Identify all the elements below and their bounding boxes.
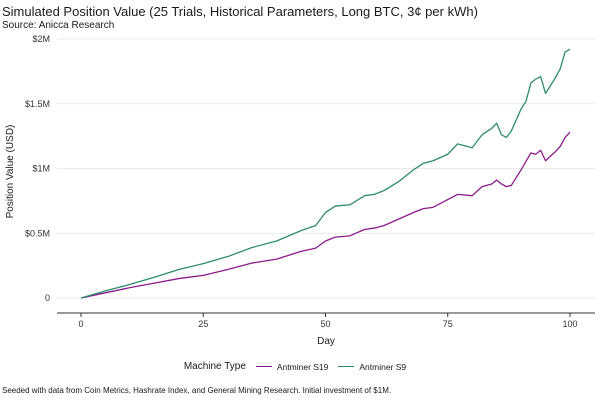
legend-item-s19: Antminer S19 (255, 361, 329, 372)
legend-label-s19: Antminer S19 (276, 361, 329, 372)
legend-swatch-s9 (338, 366, 355, 367)
y-tick-label: $1M (32, 164, 50, 174)
y-axis-label: Position Value (USD) (5, 125, 16, 219)
chart-caption: Seeded with data from Coin Metrics, Hash… (2, 386, 392, 395)
y-tick-label: $1.5M (25, 99, 50, 109)
legend-item-s9: Antminer S9 (338, 362, 406, 372)
legend-label-s9: Antminer S9 (359, 361, 407, 372)
x-tick-label: 25 (198, 319, 208, 329)
y-tick-label: $2M (32, 34, 50, 44)
x-tick-label: 0 (78, 319, 83, 329)
x-tick-label: 100 (562, 319, 577, 329)
chart-subtitle: Source: Anicca Research (2, 20, 115, 31)
x-axis-label: Day (317, 336, 335, 347)
x-tick-label: 50 (320, 319, 330, 329)
y-tick-label: 0 (45, 293, 50, 303)
grid-lines (57, 38, 595, 299)
chart-title: Simulated Position Value (25 Trials, His… (2, 4, 478, 19)
legend-title: Machine Type (183, 361, 246, 372)
series-line-antminer-s9 (80, 48, 571, 299)
y-tick-label: $0.5M (25, 228, 50, 238)
series-line-antminer-s19 (80, 131, 571, 299)
x-tick-label: 75 (443, 319, 453, 329)
axes: 0 $0.5M $1M $1.5M $2M 0 25 50 75 100 (25, 34, 595, 329)
legend: Machine Type Antminer S19 Antminer S9 (0, 361, 600, 372)
series-lines (80, 48, 571, 299)
legend-swatch-s19 (255, 366, 272, 367)
